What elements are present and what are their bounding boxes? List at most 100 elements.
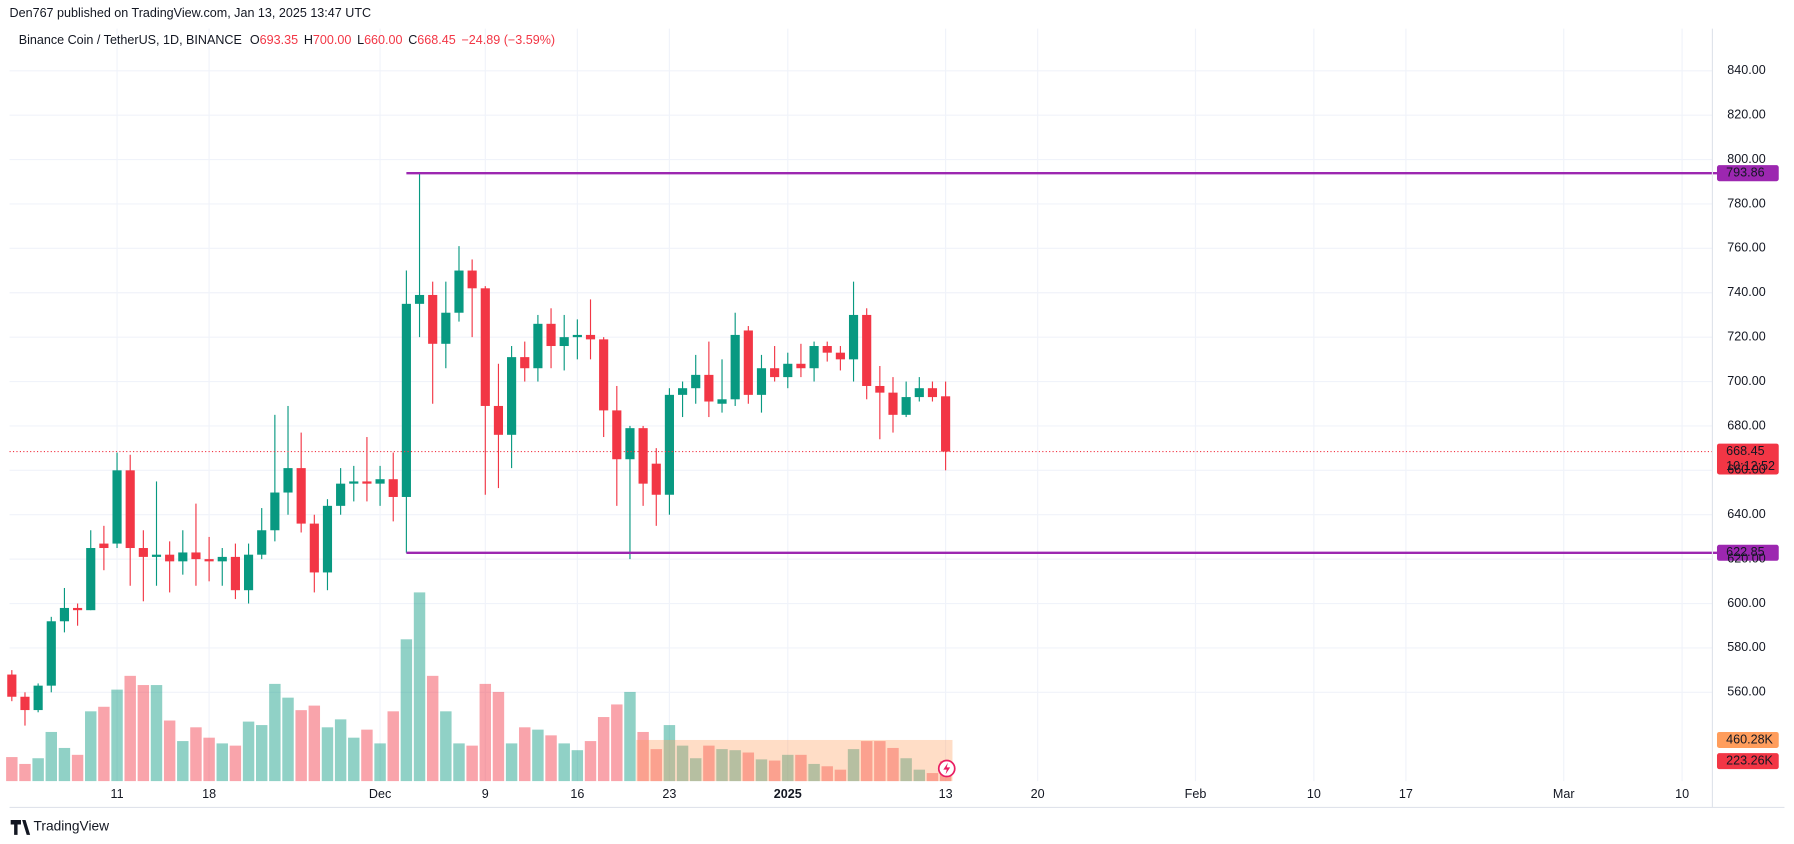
y-tick-label: 840.00 bbox=[1727, 63, 1765, 77]
volume-bar bbox=[124, 675, 136, 782]
volume-last-box bbox=[1716, 753, 1779, 770]
volume-bar bbox=[663, 725, 676, 782]
candle-body bbox=[178, 552, 188, 562]
candle-body bbox=[901, 397, 911, 415]
volume-layer bbox=[6, 592, 953, 782]
y-tick-label: 740.00 bbox=[1727, 285, 1765, 299]
candle-body bbox=[414, 294, 425, 304]
volume-bar bbox=[400, 639, 413, 782]
candle-body bbox=[112, 470, 122, 544]
candle-body bbox=[520, 357, 530, 369]
volume-bar bbox=[874, 741, 886, 782]
volume-bar bbox=[308, 705, 321, 782]
legend-value: 693.35 bbox=[260, 33, 298, 47]
candle-body bbox=[322, 505, 333, 573]
candle-body bbox=[428, 294, 438, 344]
volume-bar bbox=[45, 731, 58, 782]
candle-body bbox=[717, 399, 727, 404]
volume-bar bbox=[782, 754, 794, 782]
candle-body bbox=[336, 483, 346, 506]
volume-bar bbox=[821, 766, 833, 782]
volume-bar bbox=[637, 731, 649, 782]
candle-body bbox=[46, 621, 56, 686]
event-icon-bolt bbox=[943, 762, 951, 775]
volume-bar bbox=[71, 754, 84, 782]
candle-body bbox=[441, 312, 451, 344]
candle-body bbox=[309, 523, 319, 573]
x-tick-label: 18 bbox=[202, 787, 216, 801]
x-tick-label: Dec bbox=[369, 787, 391, 801]
candle-body bbox=[941, 396, 951, 452]
volume-bar bbox=[768, 760, 781, 782]
x-tick-label: 2025 bbox=[774, 787, 802, 801]
candle-body bbox=[704, 374, 714, 402]
legend-key: L bbox=[357, 33, 364, 47]
volume-bar bbox=[137, 685, 150, 782]
candle-body bbox=[533, 323, 543, 369]
volume-bar bbox=[597, 717, 610, 782]
volume-bar bbox=[374, 743, 386, 782]
volume-bar bbox=[348, 737, 360, 782]
volume-bar bbox=[453, 743, 465, 782]
volume-bar bbox=[584, 741, 597, 782]
grid-layer bbox=[9, 28, 1713, 782]
legend-value: 700.00 bbox=[313, 33, 351, 47]
candle-body bbox=[230, 556, 240, 591]
volume-bar bbox=[321, 727, 334, 782]
brand-logo bbox=[10, 819, 31, 835]
candle-body bbox=[730, 334, 740, 400]
candle-body bbox=[33, 685, 43, 711]
x-tick-label: 23 bbox=[662, 787, 676, 801]
legend-text: Binance Coin / TetherUS, 1D, BINANCE O693… bbox=[19, 33, 555, 47]
countdown: 10:12:52 bbox=[1726, 459, 1775, 473]
x-tick-label: 13 bbox=[939, 787, 953, 801]
candle-body bbox=[191, 552, 201, 560]
volume-bar bbox=[492, 691, 505, 782]
volume-bar bbox=[58, 747, 71, 782]
legend: Binance Coin / TetherUS, 1D, BINANCE O693… bbox=[19, 33, 555, 47]
volume-bar bbox=[742, 752, 755, 782]
candle-body bbox=[480, 288, 490, 406]
y-tick-label: 600.00 bbox=[1727, 596, 1765, 610]
x-tick-label: Mar bbox=[1553, 787, 1575, 801]
candle-body bbox=[914, 388, 924, 398]
volume-bar bbox=[716, 749, 728, 782]
level-label: 793.86 bbox=[1726, 166, 1764, 180]
brand-name: TradingView bbox=[34, 818, 110, 833]
candle-body bbox=[270, 492, 280, 531]
candle-body bbox=[796, 363, 806, 369]
x-tick-label: 16 bbox=[570, 787, 584, 801]
legend-key: O bbox=[250, 33, 260, 47]
x-tick-label: 17 bbox=[1399, 787, 1413, 801]
volume-bar bbox=[203, 737, 215, 782]
candle-body bbox=[375, 479, 385, 484]
volume-bar bbox=[98, 706, 110, 782]
y-tick-label: 660.00 bbox=[1727, 463, 1765, 477]
candle-body bbox=[638, 428, 648, 484]
volume-bar bbox=[413, 592, 426, 782]
x-tick-label: 11 bbox=[111, 787, 124, 801]
volume-ma-band bbox=[636, 739, 953, 782]
candle-body bbox=[283, 468, 293, 493]
x-tick-label: 10 bbox=[1675, 787, 1689, 801]
candle-body bbox=[888, 392, 898, 415]
candle-layer bbox=[7, 173, 951, 726]
legend-title: Binance Coin / TetherUS, 1D, BINANCE bbox=[19, 33, 242, 47]
x-tick-label: 10 bbox=[1307, 787, 1321, 801]
y-tick-label: 760.00 bbox=[1727, 241, 1765, 255]
candle-body bbox=[927, 388, 938, 398]
volume-bar bbox=[426, 675, 439, 782]
legend-key: H bbox=[304, 33, 313, 47]
volume-bar bbox=[505, 743, 518, 782]
volume-bar bbox=[111, 689, 123, 782]
volume-bar bbox=[808, 763, 820, 782]
y-tick-label: 560.00 bbox=[1727, 685, 1765, 699]
volume-bar bbox=[177, 741, 189, 782]
y-tick-label: 700.00 bbox=[1727, 374, 1765, 388]
candle-body bbox=[349, 481, 359, 484]
volume-last-label: 223.26K bbox=[1726, 753, 1773, 767]
candle-body bbox=[677, 388, 688, 395]
